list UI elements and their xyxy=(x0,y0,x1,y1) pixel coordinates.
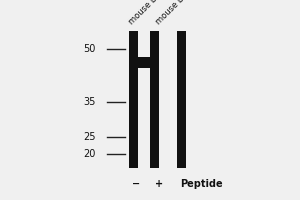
Text: 25: 25 xyxy=(83,132,96,142)
Text: mouse brain: mouse brain xyxy=(127,0,171,26)
Text: 50: 50 xyxy=(84,44,96,54)
Text: 35: 35 xyxy=(84,97,96,107)
Text: 20: 20 xyxy=(84,149,96,159)
Text: mouse brain: mouse brain xyxy=(154,0,198,26)
Text: Peptide: Peptide xyxy=(180,179,222,189)
Text: +: + xyxy=(155,179,163,189)
Text: −: − xyxy=(132,179,141,189)
